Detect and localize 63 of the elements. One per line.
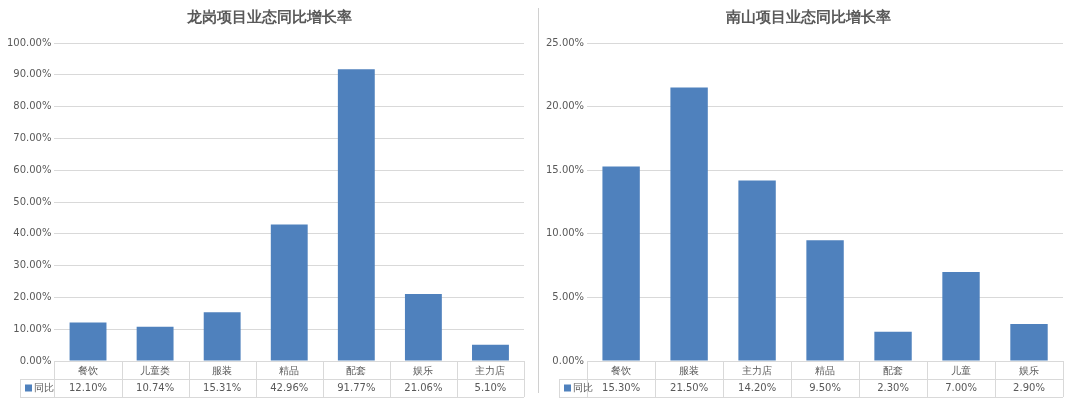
bar	[670, 87, 708, 361]
data-label: 7.00%	[945, 381, 977, 393]
data-label: 42.96%	[270, 381, 309, 393]
x-tick-label: 配套	[883, 364, 904, 376]
data-label: 10.74%	[136, 381, 175, 393]
y-tick-label: 40.00%	[13, 227, 52, 239]
data-label: 14.20%	[738, 381, 777, 393]
bar	[602, 166, 640, 361]
x-tick-label: 主力店	[475, 364, 506, 376]
y-tick-label: 60.00%	[13, 163, 52, 175]
x-tick-label: 配套	[346, 364, 367, 376]
x-tick-label: 精品	[279, 364, 300, 376]
y-tick-label: 5.00%	[552, 290, 585, 302]
bar	[337, 69, 375, 361]
bar	[404, 294, 442, 361]
x-tick-label: 娱乐	[1019, 364, 1040, 376]
y-tick-label: 80.00%	[13, 100, 52, 112]
bar	[69, 322, 107, 361]
x-tick-label: 儿童类	[140, 364, 171, 376]
x-tick-label: 精品	[815, 364, 836, 376]
bar	[738, 180, 776, 361]
legend-label: 同比	[573, 381, 593, 393]
x-tick-label: 餐饮	[611, 364, 632, 376]
y-tick-label: 0.00%	[19, 354, 52, 366]
bar	[203, 312, 241, 361]
data-label: 91.77%	[337, 381, 376, 393]
data-label: 2.90%	[1013, 381, 1045, 393]
x-tick-label: 主力店	[742, 364, 773, 376]
y-tick-label: 0.00%	[552, 354, 585, 366]
data-label: 21.50%	[670, 381, 709, 393]
y-tick-label: 10.00%	[13, 322, 52, 334]
bar	[942, 271, 980, 361]
chart-title: 南山项目业态同比增长率	[724, 7, 892, 28]
bar	[1010, 324, 1048, 361]
x-tick-label: 娱乐	[413, 364, 434, 376]
bar	[270, 224, 308, 361]
bar	[874, 331, 912, 361]
x-tick-label: 服装	[212, 364, 233, 376]
legend-label: 同比	[34, 381, 54, 393]
x-tick-label: 儿童	[951, 364, 972, 376]
y-tick-label: 50.00%	[13, 195, 52, 207]
data-label: 2.30%	[877, 381, 909, 393]
data-label: 15.31%	[203, 381, 242, 393]
y-tick-label: 30.00%	[13, 259, 52, 271]
y-tick-label: 90.00%	[13, 68, 52, 80]
y-tick-label: 10.00%	[545, 227, 585, 239]
y-tick-label: 15.00%	[545, 163, 585, 175]
bar	[136, 326, 174, 361]
x-tick-label: 服装	[679, 364, 700, 376]
y-tick-label: 70.00%	[13, 131, 52, 143]
x-tick-label: 餐饮	[78, 364, 99, 376]
data-label: 15.30%	[602, 381, 641, 393]
data-label: 12.10%	[68, 381, 108, 393]
y-tick-label: 20.00%	[13, 290, 52, 302]
data-label: 21.06%	[404, 381, 443, 393]
data-label: 5.10%	[474, 381, 507, 393]
chart-title: 龙岗项目业态同比增长率	[185, 7, 353, 28]
bar	[806, 240, 844, 361]
y-tick-label: 20.00%	[545, 100, 585, 112]
bar	[472, 344, 509, 361]
y-tick-label: 25.00%	[545, 36, 585, 48]
data-label: 9.50%	[809, 381, 841, 393]
y-tick-label: 100.00%	[6, 36, 52, 48]
